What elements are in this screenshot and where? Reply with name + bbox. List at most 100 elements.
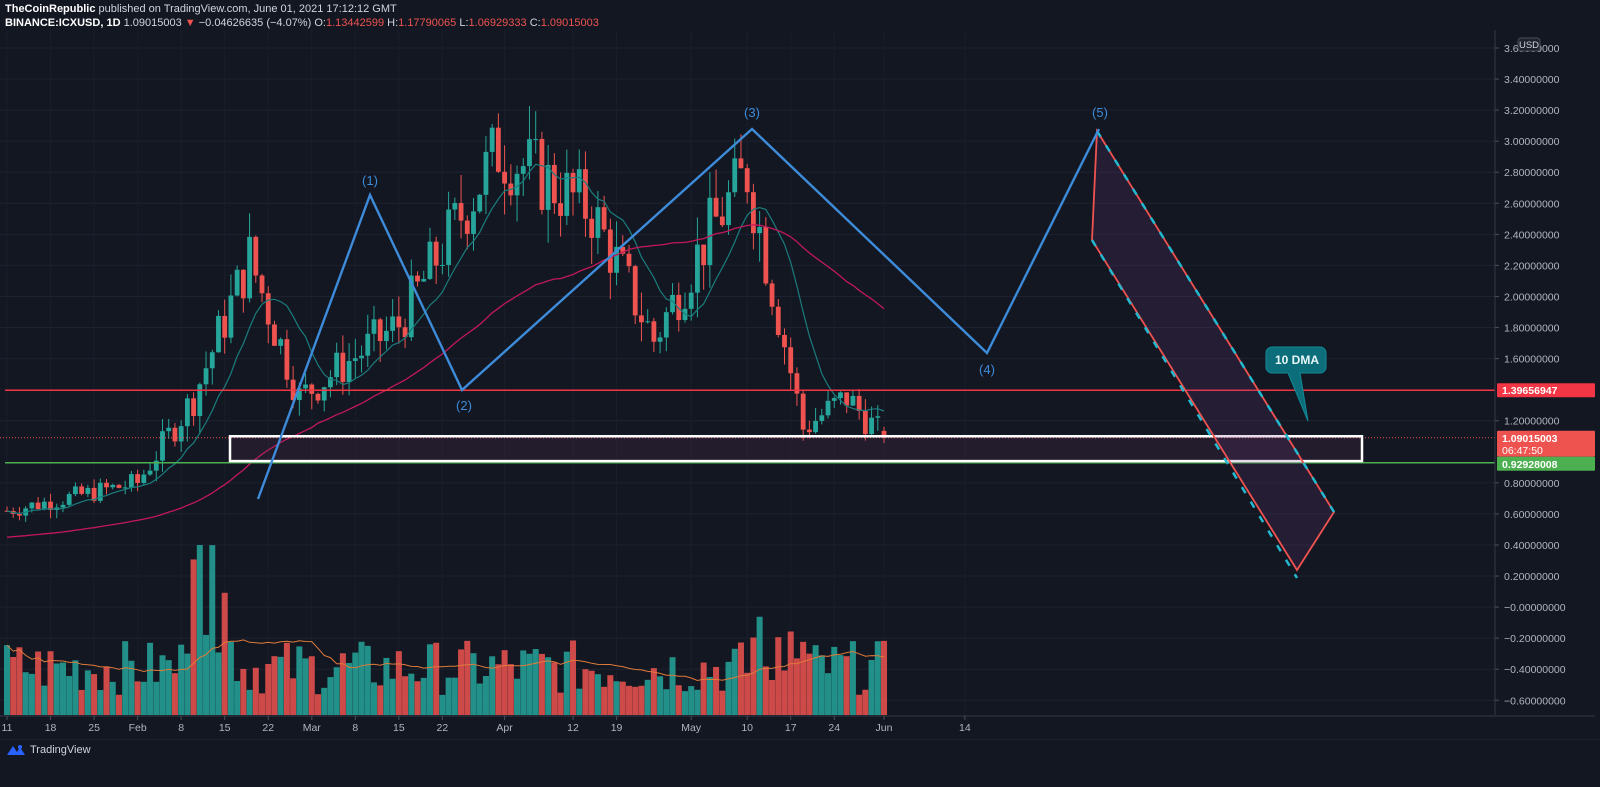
price-tick-label: 2.20000000: [1504, 260, 1560, 272]
candle-body: [222, 315, 228, 338]
time-axis-bg: [0, 715, 1600, 740]
volume-bar: [576, 688, 583, 715]
candle-body: [539, 139, 545, 210]
candle-body: [48, 501, 53, 511]
volume-bar: [632, 686, 639, 715]
volume-bar: [706, 676, 713, 715]
volume-bar: [196, 545, 203, 715]
candle-body: [135, 474, 141, 483]
channel-polygon[interactable]: [1091, 128, 1336, 572]
price-tick-label: 0.40000000: [1504, 540, 1560, 552]
candle-body: [645, 321, 651, 323]
candle-body: [191, 398, 196, 417]
candle-body: [377, 319, 383, 342]
volume-bar: [868, 659, 875, 715]
currency-label: USD: [1519, 40, 1539, 51]
demand-zone-box[interactable]: [228, 435, 1364, 463]
ma-callout[interactable]: 10 DMA: [1265, 346, 1327, 422]
time-tick-label: 10: [741, 722, 753, 734]
volume-bar: [178, 644, 185, 715]
price-tick-label: 2.60000000: [1504, 198, 1560, 210]
candle-body: [788, 347, 794, 374]
candle-body: [458, 203, 464, 221]
volume-bar: [750, 637, 757, 715]
candle-body: [651, 321, 657, 342]
price-change: −0.04626635 (−4.07%): [198, 17, 312, 29]
volume-bar: [308, 656, 315, 715]
candle-body: [60, 504, 66, 508]
time-tick-label: 19: [611, 722, 623, 734]
tradingview-logo[interactable]: TradingView: [6, 743, 91, 757]
price-tick-label: 0.20000000: [1504, 571, 1560, 583]
candle-body: [738, 158, 744, 169]
volume-bar: [563, 651, 570, 715]
candle-body: [371, 319, 377, 334]
time-tick-label: Apr: [496, 722, 513, 734]
volume-bar: [874, 641, 881, 715]
volume-bar: [538, 653, 545, 715]
candle-body: [856, 395, 862, 411]
volume-bar: [203, 634, 210, 715]
candlesticks: [4, 106, 887, 522]
time-tick-label: 18: [45, 722, 57, 734]
volume-bar: [545, 657, 552, 715]
candle-body: [452, 203, 458, 210]
volume-bar: [215, 652, 222, 715]
volume-bar: [476, 683, 483, 715]
candle-body: [35, 502, 41, 510]
candle-body: [751, 192, 756, 234]
candle-body: [775, 306, 781, 335]
volume-bar: [420, 677, 427, 715]
candle-body: [620, 246, 626, 254]
volume-bar: [650, 668, 657, 715]
candle-body: [614, 246, 619, 273]
time-tick-label: 22: [262, 722, 274, 734]
volume-bar: [812, 645, 819, 715]
grid-lines: [0, 30, 1495, 715]
volume-bar: [165, 660, 172, 715]
volume-bar: [849, 641, 856, 715]
candle-body: [272, 324, 277, 346]
price-tick-label: 1.80000000: [1504, 323, 1560, 335]
symbol-name[interactable]: BINANCE:ICXUSD, 1D: [5, 17, 121, 29]
candle-body: [558, 203, 563, 216]
countdown-timer: 06:47:50: [1502, 445, 1543, 457]
elliott-wave-line[interactable]: [256, 127, 1101, 500]
volume-bar: [781, 670, 788, 715]
currency-badge[interactable]: [1517, 37, 1541, 52]
volume-ma-line: [6, 639, 885, 682]
candle-body: [595, 207, 601, 238]
volume-bar: [713, 666, 720, 715]
volume-bar: [514, 678, 521, 715]
current-price-badge: 1.09015003: [1502, 433, 1558, 445]
candle-body: [228, 295, 234, 338]
candle-body: [701, 244, 707, 266]
descending-channel[interactable]: [1090, 128, 1336, 579]
candle-body: [384, 330, 389, 342]
candle-body: [489, 127, 495, 152]
candle-body: [564, 172, 570, 216]
volume-bar: [675, 685, 682, 715]
candle-body: [408, 275, 414, 338]
candle-body: [719, 216, 725, 226]
callout-bubble: [1265, 346, 1327, 422]
volume-bar: [35, 651, 42, 715]
candle-body: [607, 229, 613, 273]
price-tick-label: 3.20000000: [1504, 105, 1560, 117]
high-label: H:: [387, 17, 399, 29]
candle-body: [104, 482, 109, 488]
price-tick-label: 2.00000000: [1504, 291, 1560, 303]
volume-bar: [103, 666, 110, 715]
candle-body: [670, 294, 675, 313]
volume-bar: [551, 662, 558, 715]
price-tick-label: 0.80000000: [1504, 478, 1560, 490]
candle-body: [806, 429, 812, 433]
candle-body: [831, 398, 837, 401]
candle-body: [800, 393, 806, 430]
candle-body: [209, 352, 215, 369]
candle-body: [514, 173, 520, 196]
candle-body: [471, 211, 476, 234]
candle-body: [769, 283, 775, 307]
